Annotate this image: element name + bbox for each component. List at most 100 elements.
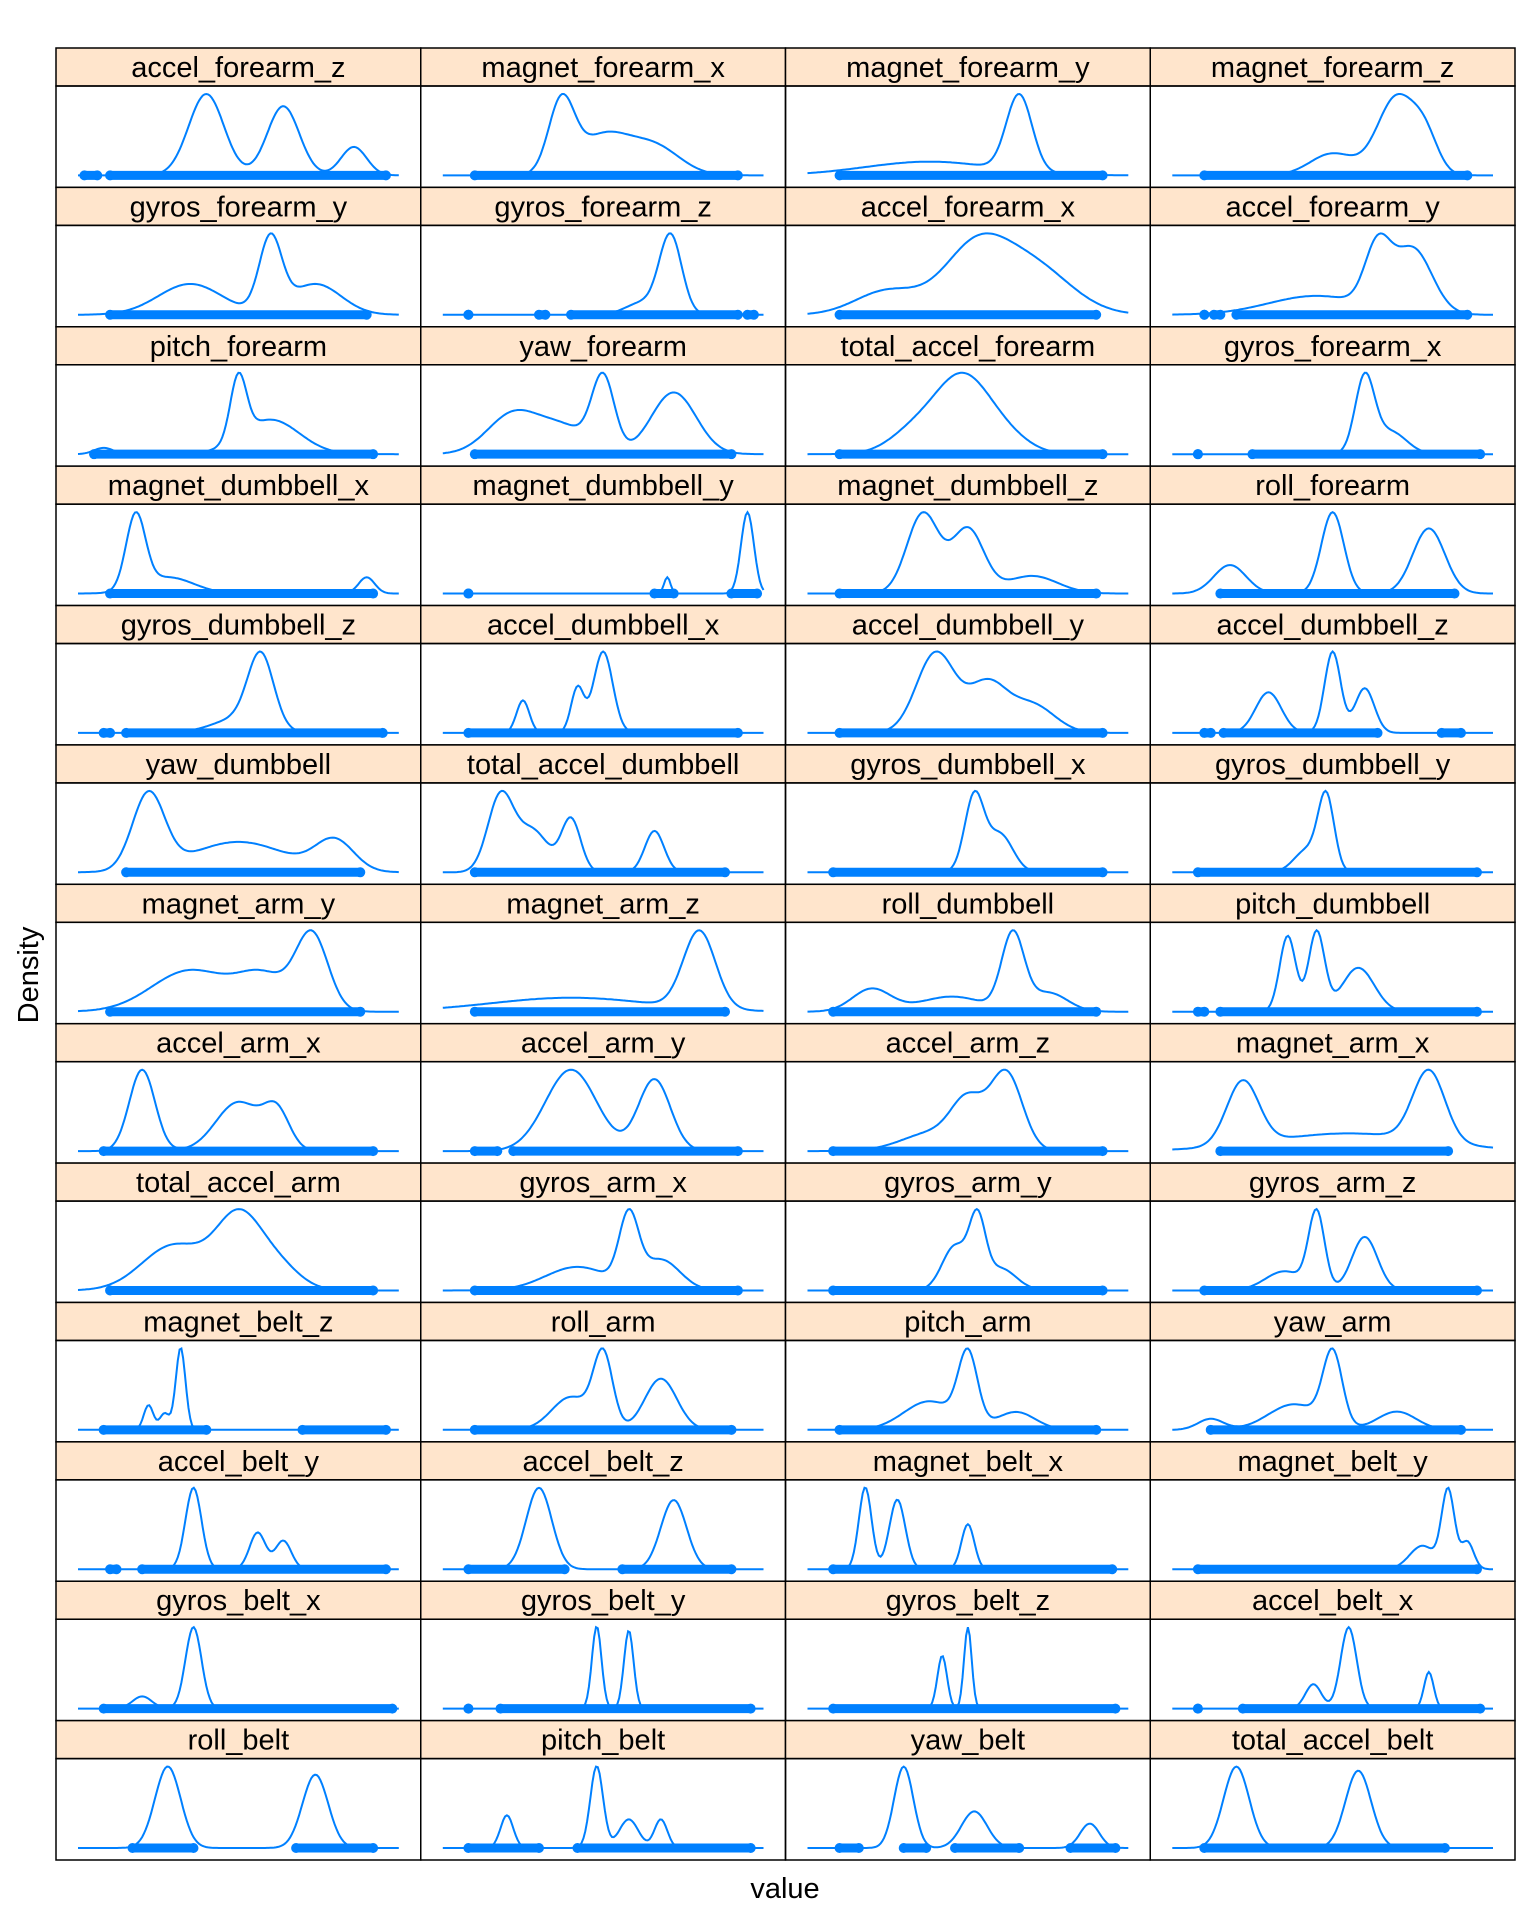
panel-magnet_belt_z: magnet_belt_z [55,1301,422,1443]
density-line [77,1208,399,1292]
density-line [442,929,764,1012]
panel-pitch_arm: pitch_arm [784,1301,1151,1443]
density-line [1172,1347,1493,1431]
density-line [442,650,764,734]
panel-roll_dumbbell: roll_dumbbell [784,883,1151,1025]
density-line [442,510,765,595]
strip-label: accel_belt_z [523,1446,684,1478]
rug-segment [469,449,737,460]
strip-label: gyros_dumbbell_x [850,749,1086,781]
density-line [807,1626,1129,1710]
strip-accel_dumbbell_z [1149,604,1516,645]
rug-segment [98,1424,212,1435]
strip-label: accel_arm_x [156,1028,321,1060]
rug-segment [127,1843,199,1853]
panel-roll_forearm: roll_forearm [1149,465,1516,607]
panel-gyros_belt_z: gyros_belt_z [784,1580,1151,1722]
strip-gyros_arm_z [1149,1162,1516,1202]
rug-segment [1199,1285,1482,1296]
rug-segment [572,1843,756,1853]
strip-label: magnet_belt_y [1238,1446,1429,1478]
density-line [1172,928,1493,1013]
rug-segment [950,1843,1025,1853]
panel-pitch_forearm: pitch_forearm [55,326,422,467]
strip-label: gyros_arm_x [519,1167,687,1199]
panel-magnet_arm_x: magnet_arm_x [1149,1022,1516,1164]
strip-label: magnet_dumbbell_z [837,470,1098,502]
rug-segment [1192,1564,1482,1575]
panel-total_accel_dumbbell: total_accel_dumbbell [420,744,787,886]
panel-frame [1149,1757,1516,1861]
rug-segment [1192,1006,1210,1017]
density-line [78,1068,399,1153]
strip-accel_belt_y [55,1441,422,1481]
strip-pitch_dumbbell [1149,883,1516,924]
rug-segment [1192,449,1203,460]
density-line [1172,789,1493,874]
strip-label: pitch_dumbbell [1235,888,1430,920]
rug-segment [463,1564,570,1575]
rug-segment [105,588,379,599]
strip-label: yaw_belt [911,1725,1025,1757]
strip-accel_belt_z [420,1441,787,1481]
rug-segment [121,867,366,878]
density-line [78,92,399,177]
panel-gyros_dumbbell_z: gyros_dumbbell_z [55,604,422,746]
density-line [78,511,399,595]
strip-label: magnet_arm_x [1236,1028,1430,1060]
panel-gyros_belt_y: gyros_belt_y [420,1580,787,1722]
panel-magnet_belt_x: magnet_belt_x [784,1441,1151,1582]
strip-label: magnet_forearm_y [846,52,1090,84]
rug-segment [105,170,391,181]
density-line [442,1068,764,1153]
rug-segment [1199,727,1216,738]
panel-magnet_arm_z: magnet_arm_z [420,883,787,1025]
rug-segment [1199,1843,1450,1853]
density-line [442,789,764,874]
density-line [807,1068,1129,1153]
density-line [78,232,399,316]
density-line [807,1347,1129,1431]
panel-accel_arm_x: accel_arm_x [55,1022,422,1164]
density-line [1172,93,1493,177]
rug-segment [469,867,731,878]
rug-segment [1237,1703,1486,1714]
density-line [442,232,764,316]
panel-magnet_forearm_x: magnet_forearm_x [420,47,787,189]
strip-label: accel_belt_x [1252,1585,1414,1617]
strip-label: magnet_arm_y [142,888,336,920]
strip-gyros_forearm_x [1149,326,1516,366]
panel-gyros_arm_z: gyros_arm_z [1149,1162,1516,1304]
panel-pitch_dumbbell: pitch_dumbbell [1149,883,1516,1025]
strip-magnet_dumbbell_x [55,465,422,505]
strip-label: magnet_dumbbell_y [473,470,735,502]
rug-segment [105,1564,122,1575]
density-line [807,371,1129,456]
strip-accel_belt_x [1149,1580,1516,1620]
density-line [442,1347,764,1431]
rug-segment [834,1843,864,1853]
strip-label: gyros_dumbbell_z [121,610,356,642]
strip-label: total_accel_belt [1232,1725,1434,1757]
strip-label: gyros_belt_x [156,1585,321,1617]
rug-segment [1199,309,1210,320]
rug-segment [1247,449,1486,460]
rug-segment [834,588,1102,599]
panel-gyros_belt_x: gyros_belt_x [55,1580,422,1722]
rug-segment [649,588,679,599]
strip-pitch_forearm [55,326,422,366]
rug-segment [1215,1006,1482,1017]
strip-label: gyros_arm_y [884,1167,1052,1199]
strip-label: accel_dumbbell_x [487,610,720,642]
density-line [807,1765,1129,1849]
panel-accel_forearm_y: accel_forearm_y [1149,186,1516,328]
density-line [1172,1207,1493,1292]
density-line [807,1207,1129,1292]
strip-label: gyros_dumbbell_y [1215,749,1451,781]
strip-accel_arm_x [55,1022,422,1063]
strip-label: yaw_forearm [519,331,687,363]
y-axis-label: Density [13,926,45,1023]
strip-gyros_dumbbell_x [784,744,1151,784]
